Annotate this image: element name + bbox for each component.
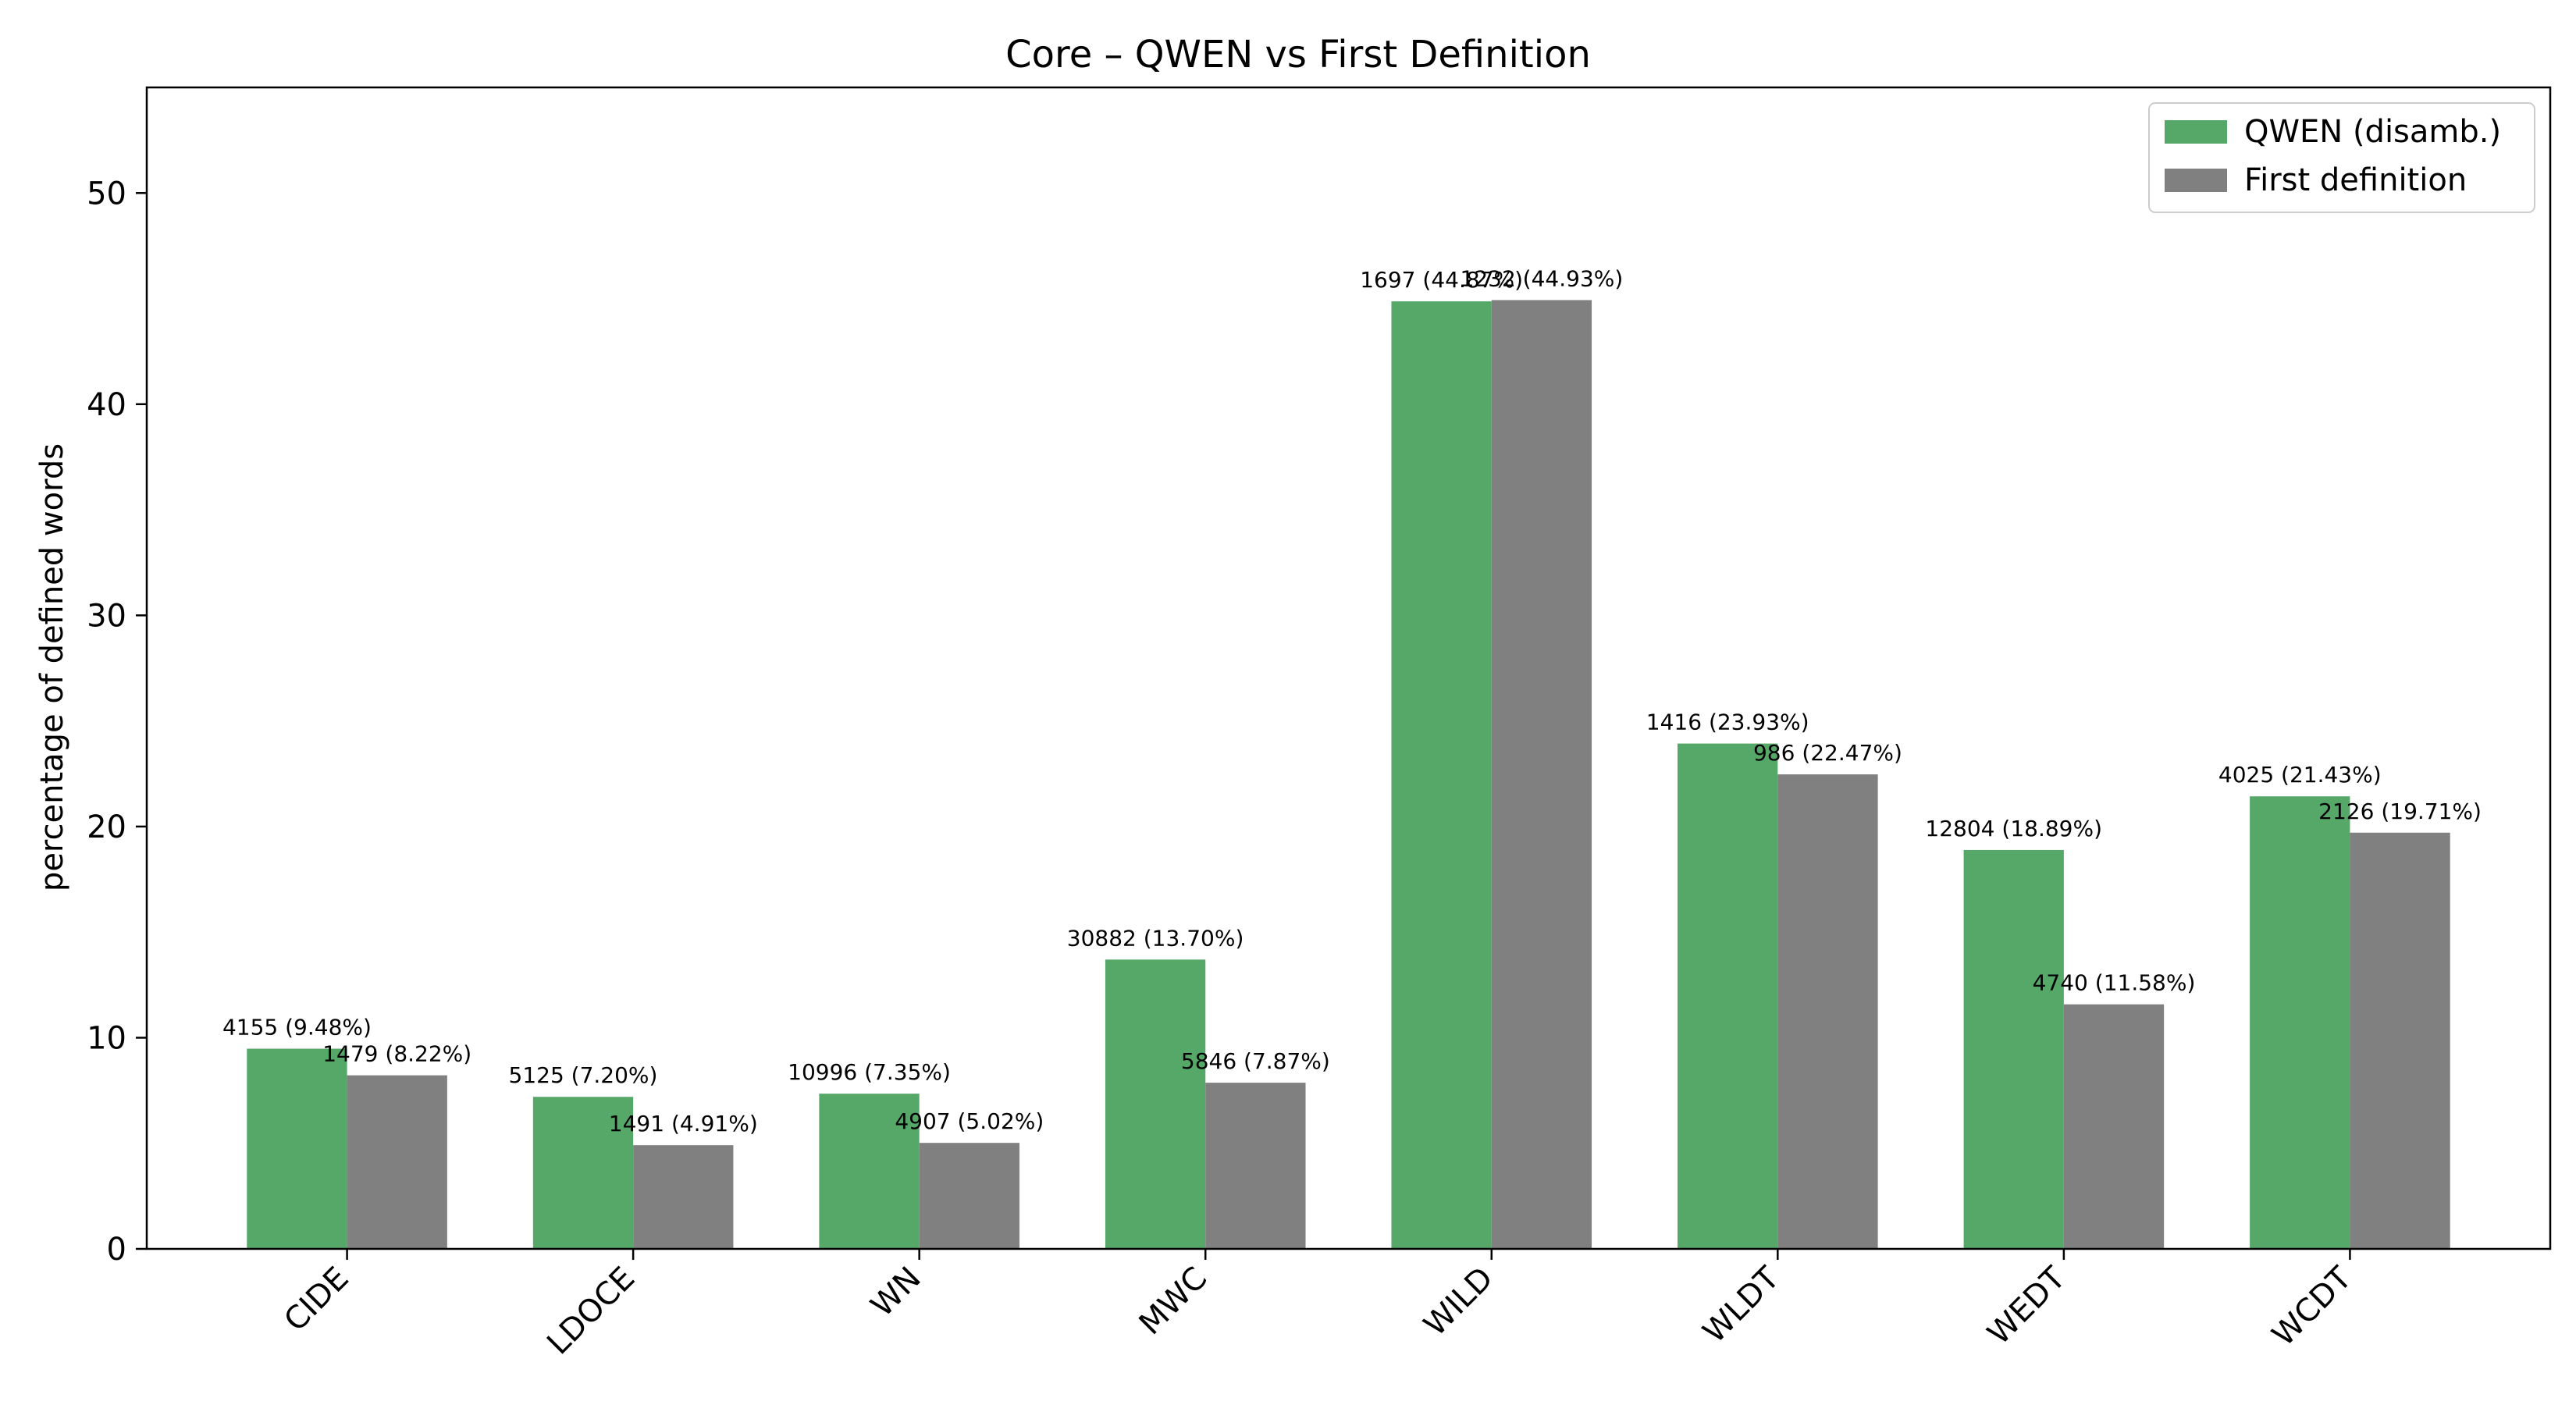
bar-value-label: 4155 (9.48%) xyxy=(222,1015,372,1040)
legend-box xyxy=(2148,102,2535,213)
bar-first-definition-wedt xyxy=(2063,1004,2165,1249)
bar-qwen-wldt xyxy=(1678,743,1778,1249)
axes-frame xyxy=(145,86,2552,1250)
bar-value-label: 1697 (44.87%) xyxy=(1360,267,1523,293)
legend-entry-first-definition: First definition xyxy=(2244,162,2467,198)
bar-first-definition-mwc xyxy=(1205,1083,1306,1249)
legend-entry-qwen: QWEN (disamb.) xyxy=(2244,114,2501,150)
x-tick-label-wcdt: WCDT xyxy=(2265,1260,2359,1353)
bar-first-definition-wn xyxy=(919,1143,1019,1249)
x-tick-label-wild: WILD xyxy=(1417,1261,1500,1343)
bar-qwen-cide xyxy=(247,1048,347,1249)
bar-value-label: 4907 (5.02%) xyxy=(895,1108,1044,1134)
bar-qwen-mwc xyxy=(1105,959,1206,1249)
plot-area: 4155 (9.48%) 5125 (7.20%) 10996 (7.35%) 308… xyxy=(87,86,2552,1362)
bar-value-label: 1232 (44.93%) xyxy=(1461,265,1624,291)
bar-value-label: 1416 (23.93%) xyxy=(1646,710,1809,735)
bar-first-definition-wldt xyxy=(1777,774,1878,1249)
y-tick-label: 40 xyxy=(87,387,126,423)
legend-swatch xyxy=(2165,120,2227,144)
bar-value-label: 1491 (4.91%) xyxy=(609,1111,758,1136)
legend: QWEN (disamb.) First definition xyxy=(2148,102,2535,213)
bar-first-definition-wcdt xyxy=(2350,832,2450,1249)
x-tick-label-cide: CIDE xyxy=(277,1261,355,1339)
x-tick-label-wldt: WLDT xyxy=(1696,1260,1787,1350)
bar-value-label: 4740 (11.58%) xyxy=(2033,970,2196,996)
bar-value-label: 4025 (21.43%) xyxy=(2218,762,2382,788)
bar-value-label: 30882 (13.70%) xyxy=(1067,925,1244,951)
y-axis-label: percentage of defined words xyxy=(34,443,70,891)
y-tick-label: 20 xyxy=(87,809,126,845)
x-tick-label-mwc: MWC xyxy=(1133,1261,1215,1343)
x-tick-label-wedt: WEDT xyxy=(1981,1260,2073,1352)
legend-swatch xyxy=(2165,169,2227,192)
bar-value-label: 12804 (18.89%) xyxy=(1925,816,2102,841)
y-tick-label: 10 xyxy=(87,1020,126,1056)
y-tick-label: 0 xyxy=(107,1232,126,1268)
bar-value-label: 2126 (19.71%) xyxy=(2318,799,2482,824)
y-tick-label: 30 xyxy=(87,598,126,634)
bar-first-definition-wild xyxy=(1491,300,1592,1250)
bar-qwen-wild xyxy=(1391,301,1492,1250)
x-tick-label-ldoce: LDOCE xyxy=(540,1261,642,1362)
bar-value-label: 5846 (7.87%) xyxy=(1181,1048,1330,1074)
bar-value-label: 10996 (7.35%) xyxy=(788,1059,951,1085)
bar-first-definition-ldoce xyxy=(633,1145,734,1249)
bar-first-definition-cide xyxy=(347,1075,447,1249)
y-tick-label: 50 xyxy=(87,176,126,212)
bar-value-label: 986 (22.47%) xyxy=(1753,740,1902,766)
bar-qwen-ldoce xyxy=(532,1097,634,1249)
bar-value-label: 5125 (7.20%) xyxy=(509,1062,658,1088)
x-tick-label-wn: WN xyxy=(864,1261,928,1325)
bar-qwen-wcdt xyxy=(2250,796,2350,1249)
bar-value-label: 1479 (8.22%) xyxy=(322,1041,471,1067)
bar-qwen-wn xyxy=(819,1094,920,1249)
bar-qwen-wedt xyxy=(1963,849,2064,1249)
chart-title: Core – QWEN vs First Definition xyxy=(1005,33,1591,76)
